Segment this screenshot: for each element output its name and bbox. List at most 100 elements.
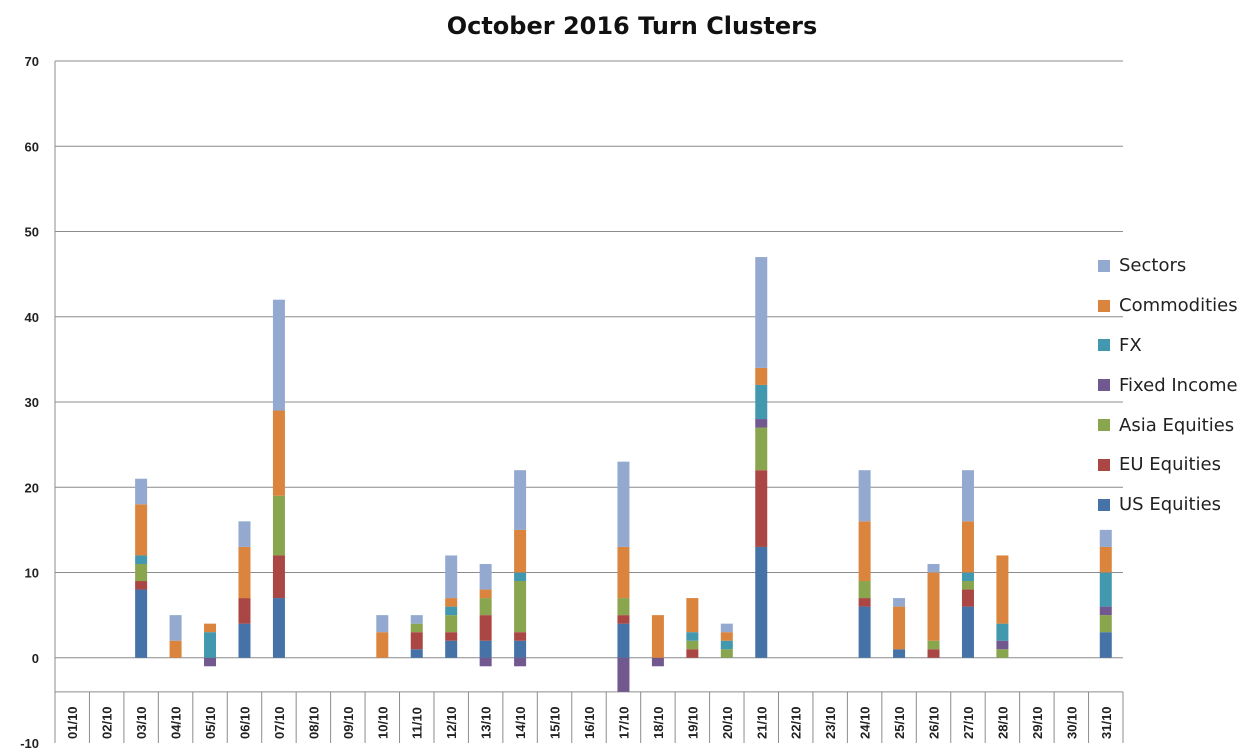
x-tick-label: 04/10 [169, 706, 184, 739]
bar-segment [686, 649, 699, 658]
x-tick-label: 03/10 [134, 706, 149, 739]
bar-segment [617, 623, 630, 658]
bar-segment [514, 632, 527, 641]
bar-segment [169, 640, 182, 658]
bar-segment [204, 657, 217, 667]
y-tick-label: 50 [25, 225, 39, 240]
bar-segment [755, 546, 768, 658]
bar-segment [755, 419, 768, 428]
x-tick-label: 07/10 [272, 706, 287, 739]
bar-segment [927, 572, 940, 641]
bar-segment [1099, 606, 1112, 616]
bar-segment [514, 572, 527, 582]
legend-label: EU Equities [1119, 454, 1221, 476]
bar-segment [755, 384, 768, 420]
y-tick-label: 70 [25, 54, 39, 69]
bar-segment [135, 589, 148, 658]
bar-segment [858, 470, 871, 522]
y-tick-label: 0 [32, 651, 39, 666]
bar-segment [617, 615, 630, 624]
bar-segment [479, 598, 492, 616]
x-tick-label: 31/10 [1099, 706, 1114, 739]
legend-swatch [1098, 498, 1110, 511]
bar-segment [272, 299, 285, 411]
bar-segment [651, 657, 664, 667]
x-tick-label: 17/10 [616, 706, 631, 739]
bar-segment [961, 521, 974, 573]
bar-segment [238, 598, 251, 624]
chart-title: October 2016 Turn Clusters [446, 12, 818, 40]
legend-swatch [1098, 259, 1110, 272]
legend-label: Fixed Income [1119, 374, 1238, 396]
legend-item: Sectors [1098, 246, 1257, 286]
bar-segment [445, 598, 458, 607]
bar-segment [479, 589, 492, 599]
bar-segment [720, 640, 733, 650]
bar-segment [720, 632, 733, 641]
bar-segment [376, 615, 389, 633]
legend-swatch [1098, 379, 1110, 392]
legend-item: EU Equities [1098, 445, 1257, 485]
bar-segment [514, 581, 527, 633]
x-tick-label: 21/10 [754, 706, 769, 739]
bar-segment [720, 623, 733, 633]
x-tick-label: 25/10 [892, 706, 907, 739]
bar-segment [755, 470, 768, 547]
y-tick-label: 40 [25, 310, 39, 325]
x-tick-label: 27/10 [961, 706, 976, 739]
bar-segment [445, 606, 458, 616]
bar-segment [961, 606, 974, 658]
legend-swatch [1098, 299, 1110, 312]
y-tick-label: 30 [25, 395, 39, 410]
legend-item: Fixed Income [1098, 365, 1257, 405]
bar-segment [1099, 529, 1112, 547]
bar-segment [686, 640, 699, 650]
legend-item: FX [1098, 326, 1257, 366]
y-tick-label: 60 [25, 139, 39, 154]
bar-segment [445, 555, 458, 599]
bar-segment [135, 581, 148, 590]
legend: Sectors Commodities FX Fixed Income Asia Equ… [1098, 246, 1257, 525]
x-tick-label: 09/10 [341, 706, 356, 739]
bar-segment [996, 649, 1009, 658]
x-tick-label: 29/10 [1030, 706, 1045, 739]
bar-segment [858, 581, 871, 599]
x-tick-label: 24/10 [858, 706, 873, 739]
legend-label: FX [1119, 334, 1142, 356]
x-tick-label: 20/10 [720, 706, 735, 739]
x-tick-label: 08/10 [306, 706, 321, 739]
bar-segment [410, 615, 423, 624]
bar-segment [893, 649, 906, 658]
bar-segment [204, 623, 217, 633]
bar-segment [617, 546, 630, 599]
legend-swatch [1098, 339, 1110, 352]
x-tick-label: 19/10 [685, 706, 700, 739]
bar-segment [445, 632, 458, 641]
bar-segment [617, 657, 630, 692]
bar-segment [858, 606, 871, 658]
bar-segment [410, 623, 423, 633]
legend-item: Commodities [1098, 286, 1257, 326]
x-tick-label: 11/10 [410, 707, 425, 739]
bar-segment [1099, 546, 1112, 573]
bar-segment [686, 632, 699, 641]
bar-segment [135, 478, 148, 505]
legend-label: Sectors [1119, 255, 1187, 277]
bar-segment [961, 572, 974, 582]
x-tick-label: 02/10 [100, 706, 115, 739]
bar-segment [135, 563, 148, 582]
legend-swatch [1098, 419, 1110, 432]
bar-segment [686, 598, 699, 633]
bar-segment [893, 598, 906, 607]
bar-segment [238, 546, 251, 599]
bar-segment [720, 649, 733, 658]
x-tick-label: 05/10 [203, 706, 218, 739]
bar-segment [514, 640, 527, 658]
legend-label: US Equities [1119, 494, 1222, 516]
bar-segment [514, 657, 527, 667]
bar-segment [927, 563, 940, 573]
x-tick-label: 10/10 [375, 706, 390, 739]
bar-segment [755, 427, 768, 471]
bar-segment [204, 632, 217, 658]
bar-segment [858, 521, 871, 582]
